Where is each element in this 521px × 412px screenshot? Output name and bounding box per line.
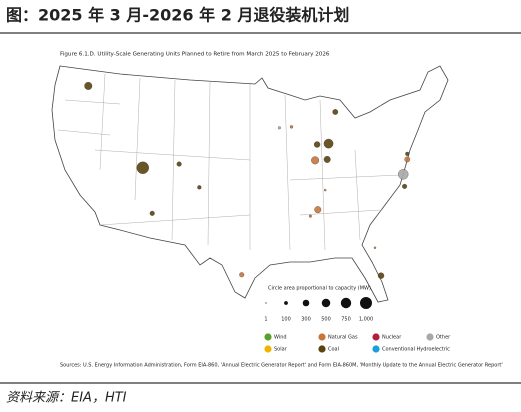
retirement-bubble xyxy=(239,272,245,278)
retirement-bubble xyxy=(398,169,409,180)
fuel-legend-label: Nuclear xyxy=(382,335,402,341)
header-title: 图：2025 年 3 月-2026 年 2 月退役装机计划 xyxy=(6,6,349,25)
size-legend-label: 750 xyxy=(341,317,351,323)
retirement-bubble xyxy=(176,161,182,167)
size-legend-label: 1 xyxy=(264,317,267,323)
retirement-bubble xyxy=(402,183,408,189)
fuel-legend-swatch xyxy=(372,345,380,353)
fuel-legend-label: Other xyxy=(436,335,451,341)
fuel-legend-swatch xyxy=(426,333,434,341)
retirement-bubble xyxy=(149,210,155,216)
fuel-legend-label: Wind xyxy=(274,335,287,341)
fuel-legend-swatch xyxy=(372,333,380,341)
fuel-legend-label: Conventional Hydroelectric xyxy=(382,347,450,353)
figure-title: Figure 6.1.D. Utility-Scale Generating U… xyxy=(60,52,330,58)
footer-source: 资料来源：EIA，HTI xyxy=(6,391,127,406)
retirement-bubble xyxy=(197,185,202,190)
size-legend-dot xyxy=(321,298,331,308)
retirement-bubble xyxy=(136,161,149,174)
size-legend-label: 300 xyxy=(301,317,311,323)
size-legend-dot xyxy=(360,297,372,309)
retirement-bubble xyxy=(323,138,334,149)
fuel-legend-label: Coal xyxy=(328,347,339,353)
state-lines xyxy=(57,73,401,251)
size-legend-dot xyxy=(284,301,288,305)
retirement-bubble xyxy=(84,82,93,90)
sources: Sources: U.S. Energy Information Adminis… xyxy=(60,363,503,369)
fuel-legend-swatch xyxy=(264,345,272,353)
fuel-legend-swatch xyxy=(264,333,272,341)
retirement-bubble xyxy=(314,206,322,214)
retirement-bubble xyxy=(377,272,385,279)
size-legend-label: 1,000 xyxy=(359,317,373,323)
retirement-bubble xyxy=(313,141,321,148)
retirement-bubble xyxy=(289,125,294,129)
size-legend-title: Circle area proportional to capacity (MW… xyxy=(268,286,371,292)
retirement-bubble xyxy=(373,246,377,249)
retirement-bubble xyxy=(405,151,410,156)
size-legend-label: 500 xyxy=(321,317,331,323)
retirement-bubble xyxy=(323,155,331,163)
retirement-bubble xyxy=(332,109,339,115)
retirement-bubble xyxy=(323,188,327,192)
fuel-legend-swatch xyxy=(318,345,326,353)
retirement-bubble xyxy=(404,156,411,163)
retirement-bubble xyxy=(277,126,281,130)
size-legend-dot xyxy=(265,302,267,304)
size-legend-dot xyxy=(340,297,352,309)
size-legend-dot xyxy=(302,299,310,307)
fuel-legend-label: Solar xyxy=(274,347,288,353)
retirement-bubble xyxy=(311,156,320,165)
fuel-legend-label: Natural Gas xyxy=(328,335,358,341)
size-legend-label: 100 xyxy=(281,317,291,323)
retirement-bubble xyxy=(308,214,312,218)
fuel-legend-swatch xyxy=(318,333,326,341)
